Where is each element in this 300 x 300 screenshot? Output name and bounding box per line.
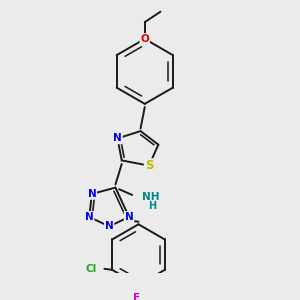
Text: Cl: Cl xyxy=(85,264,97,274)
Text: H: H xyxy=(148,201,157,211)
Text: N: N xyxy=(85,212,94,222)
Text: N: N xyxy=(88,189,96,199)
Text: N: N xyxy=(113,134,122,143)
Text: N: N xyxy=(105,221,113,231)
Text: S: S xyxy=(145,159,153,172)
Text: N: N xyxy=(125,212,134,222)
Text: F: F xyxy=(133,293,140,300)
Text: O: O xyxy=(140,34,149,44)
Text: NH: NH xyxy=(142,192,160,202)
